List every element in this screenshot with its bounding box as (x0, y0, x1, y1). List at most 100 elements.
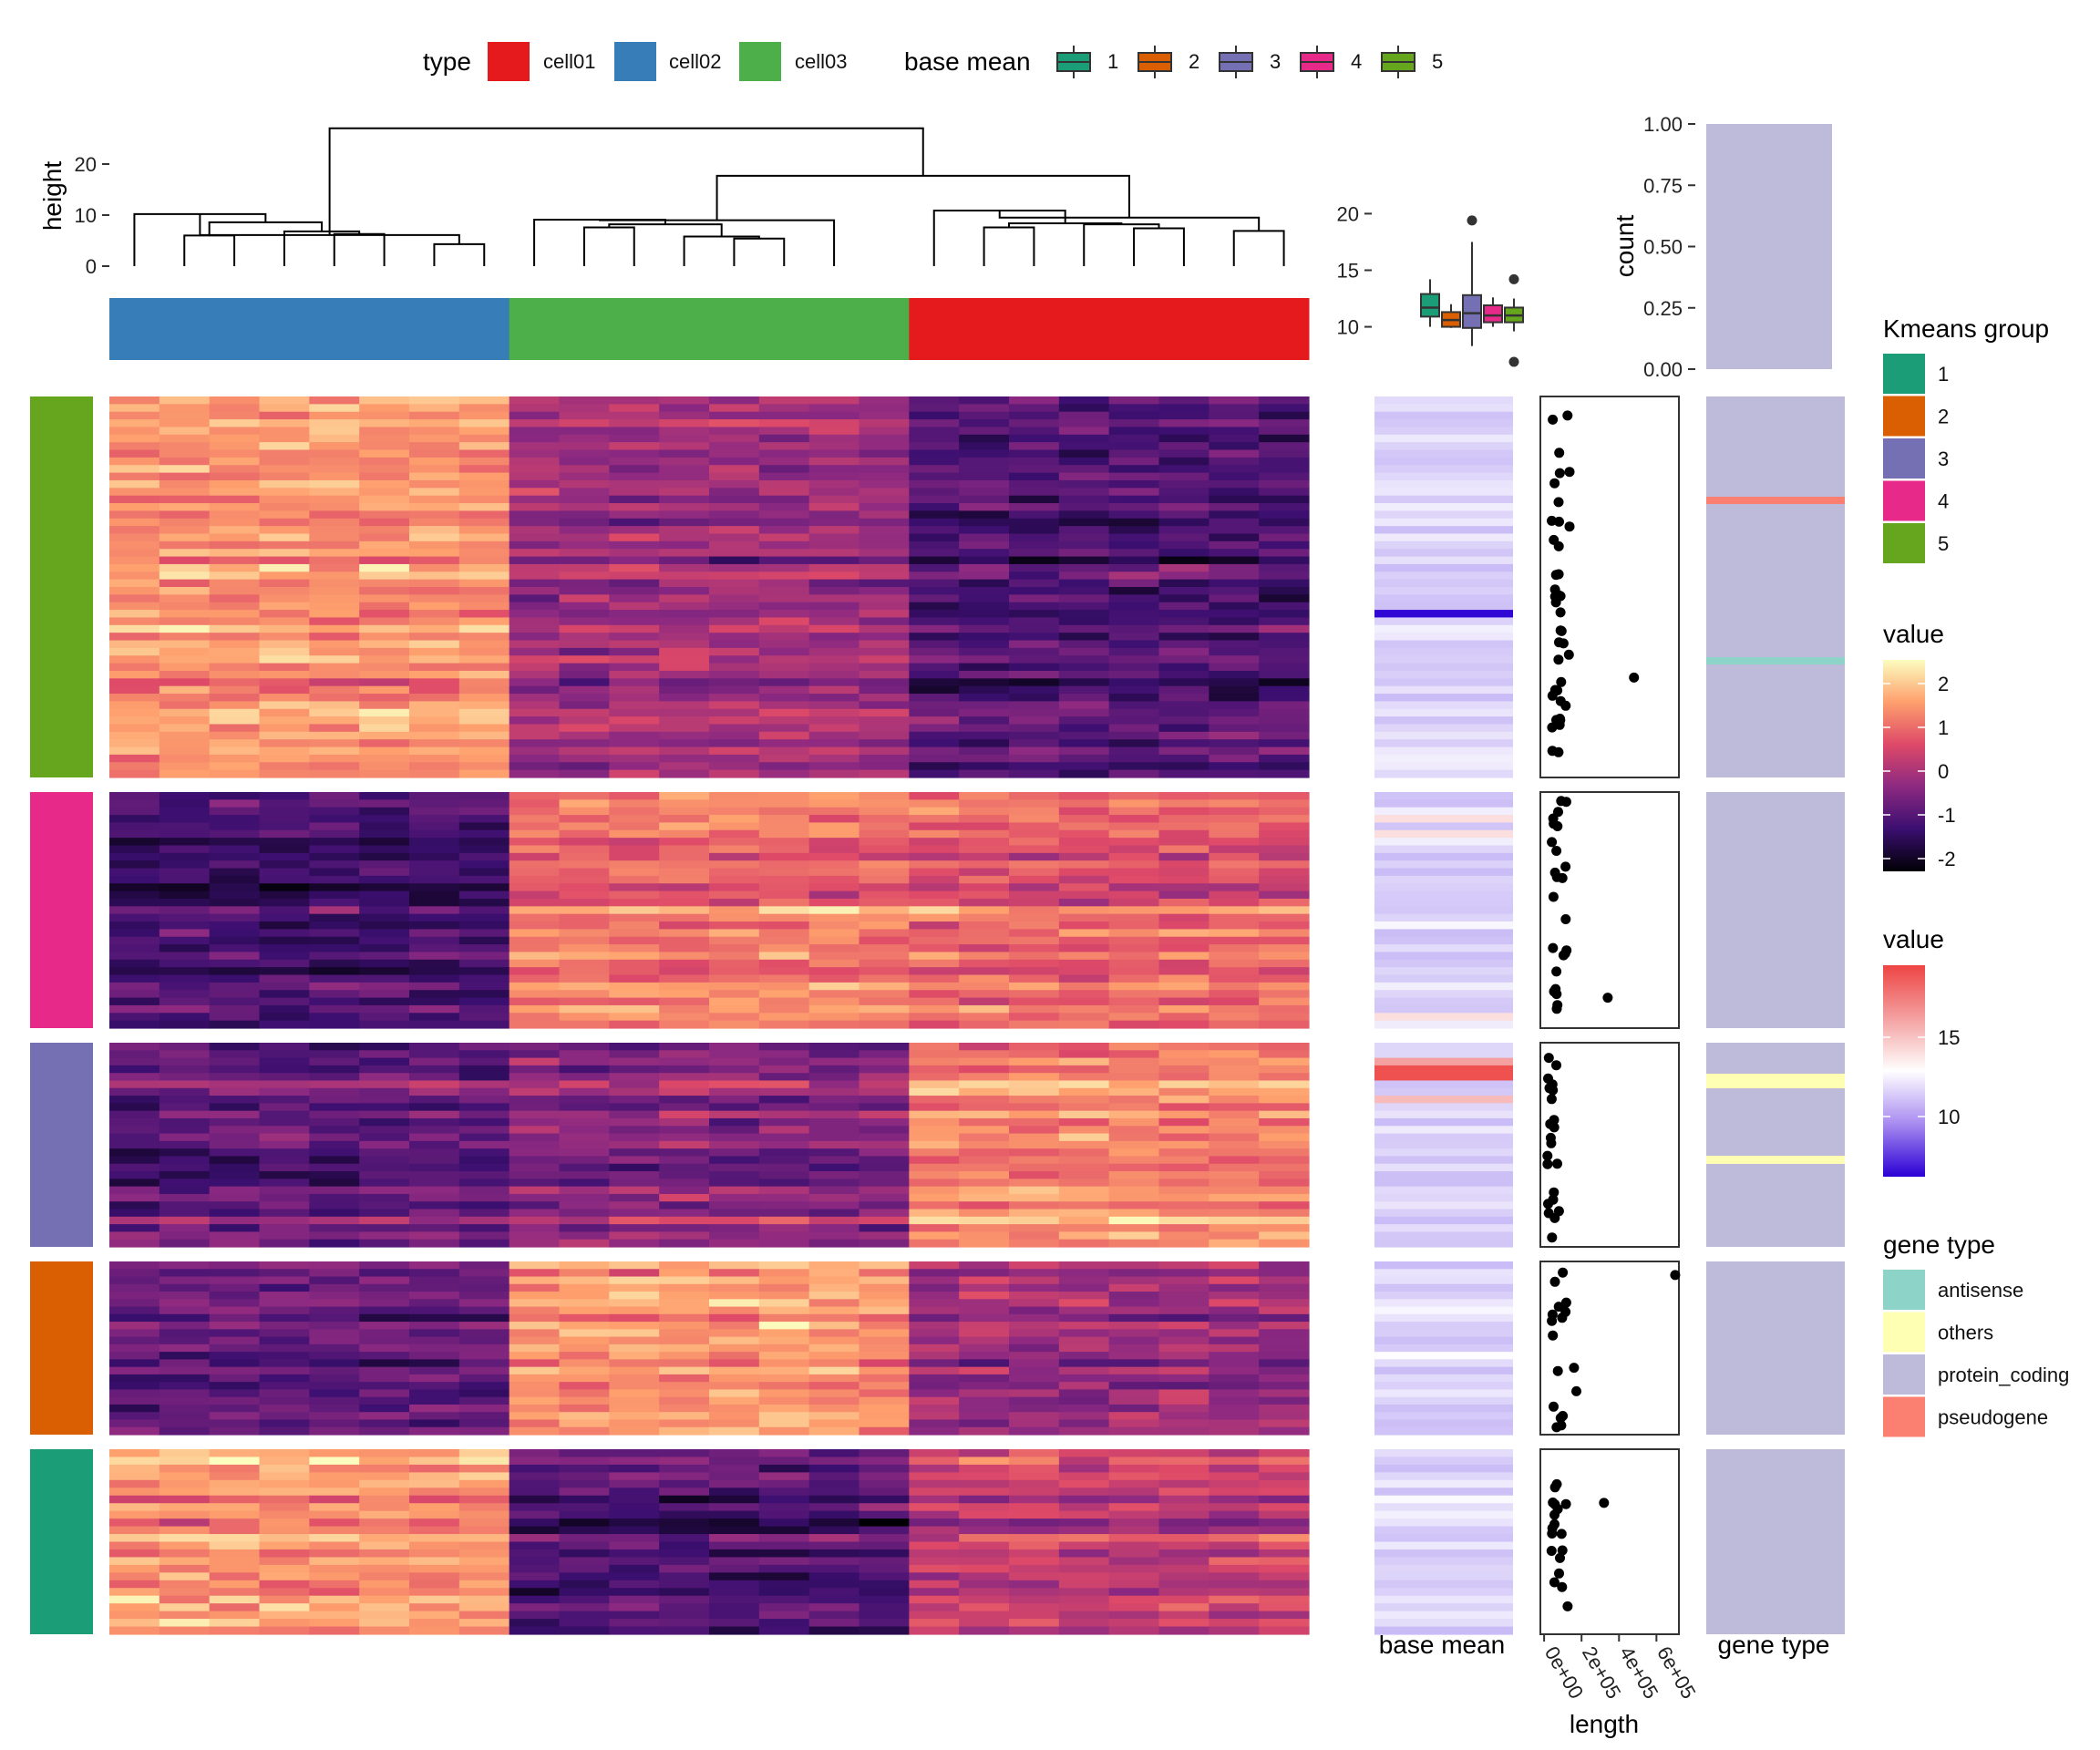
heatmap-cell (109, 845, 160, 854)
length-point (1554, 516, 1564, 527)
base-mean-cell (1374, 1276, 1513, 1285)
heatmap-cell (1009, 510, 1060, 520)
heatmap-cell (1259, 967, 1310, 976)
heatmap-cell (1058, 716, 1110, 726)
heatmap-cell (458, 1488, 510, 1497)
heatmap-cell (859, 906, 910, 915)
heatmap-cell (409, 1472, 460, 1481)
heatmap-cell (559, 655, 610, 664)
heatmap-cell (209, 838, 261, 847)
heatmap-cell (209, 1201, 261, 1210)
heatmap-cell (159, 1065, 211, 1074)
heatmap-cell (859, 1580, 910, 1589)
heatmap-cell (1209, 540, 1260, 550)
heatmap-cell (209, 533, 261, 542)
heatmap-cell (758, 1140, 810, 1149)
heatmap-cell (959, 1412, 1010, 1421)
heatmap-cell (1058, 610, 1110, 619)
heatmap-cell (559, 587, 610, 595)
heatmap-cell (709, 769, 760, 778)
heatmap-cell (109, 746, 160, 756)
base-mean-cell (1374, 701, 1513, 710)
heatmap-cell (1058, 633, 1110, 642)
heatmap-cell (709, 890, 760, 900)
heatmap-cell (1108, 875, 1160, 884)
heatmap-cell (1158, 1464, 1210, 1473)
heatmap-cell (959, 1374, 1010, 1383)
heatmap-cell (1058, 404, 1110, 413)
heatmap-cell (1259, 1171, 1310, 1179)
heatmap-cell (309, 1588, 360, 1597)
type-legend-swatch-cell01 (488, 42, 530, 81)
heatmap-cell (709, 792, 760, 800)
column-annotation-cell01 (909, 298, 1310, 360)
heatmap-cell (1158, 594, 1210, 603)
heatmap-cell (109, 807, 160, 816)
heatmap-cell (359, 419, 410, 428)
heatmap-cell (659, 1283, 710, 1292)
heatmap-cell (909, 906, 960, 915)
heatmap-cell (1058, 434, 1110, 443)
heatmap-cell (1209, 1479, 1260, 1488)
heatmap-cell (609, 929, 660, 938)
heatmap-cell (359, 526, 410, 535)
heatmap-cell (509, 974, 561, 983)
heatmap-cell (309, 495, 360, 504)
heatmap-cell (409, 1126, 460, 1135)
length-point (1557, 872, 1568, 883)
heatmap-cell (309, 694, 360, 702)
heatmap-cell (609, 1580, 660, 1589)
heatmap-cell (309, 1526, 360, 1535)
length-point (1549, 1401, 1559, 1412)
heatmap-cell (159, 1163, 211, 1172)
heatmap-cell (1108, 1382, 1160, 1391)
heatmap-cell (709, 1269, 760, 1278)
heatmap-cell (259, 1479, 310, 1488)
heatmap-cell (659, 1534, 710, 1543)
heatmap-cell (659, 1336, 710, 1345)
heatmap-cell (709, 1382, 760, 1391)
heat-legend-label: 0 (1938, 760, 1949, 783)
heatmap-cell (159, 883, 211, 892)
heatmap-cell (1158, 587, 1210, 595)
heatmap-cell (1158, 1374, 1210, 1383)
heatmap-cell (409, 670, 460, 679)
heatmap-cell (109, 1216, 160, 1225)
heatmap-cell (609, 1343, 660, 1353)
heatmap-cell (1108, 563, 1160, 572)
heatmap-cell (559, 510, 610, 520)
heatmap-cell (609, 868, 660, 877)
heatmap-cell (1209, 1276, 1260, 1285)
heatmap-cell (209, 1526, 261, 1535)
heatmap-cell (409, 822, 460, 831)
heatmap-cell (359, 617, 410, 626)
heatmap-cell (1009, 503, 1060, 511)
length-point (1547, 515, 1557, 526)
heatmap-cell (159, 1231, 211, 1240)
heatmap-cell (909, 640, 960, 649)
heatmap-cell (659, 1603, 710, 1612)
column-type-annotation (109, 298, 1310, 360)
base-mean-cell (1374, 678, 1513, 687)
heatmap-cell (458, 838, 510, 847)
heatmap-cell (1058, 1261, 1110, 1270)
heatmap-cell (1259, 1343, 1310, 1353)
heatmap-cell (1209, 549, 1260, 558)
heatmap-cell (609, 967, 660, 976)
length-point (1553, 497, 1564, 508)
heatmap-cell (959, 1343, 1010, 1353)
heatmap-cell (709, 739, 760, 748)
base-mean-cell (1374, 860, 1513, 870)
type-legend-swatch-cell03 (739, 42, 781, 81)
heatmap-cell (1009, 1103, 1060, 1112)
heatmap-cell (909, 1419, 960, 1428)
heatmap-cell (1058, 1231, 1110, 1240)
heatmap-cell (909, 1239, 960, 1248)
heatmap-cell (309, 579, 360, 588)
base-mean-cell (1374, 1299, 1513, 1308)
heatmap-cell (159, 1292, 211, 1300)
heatmap-cell (808, 1518, 860, 1528)
dendrogram-branch (328, 127, 924, 235)
heatmap-cell (1158, 1495, 1210, 1504)
base-mean-cell (1374, 838, 1513, 847)
